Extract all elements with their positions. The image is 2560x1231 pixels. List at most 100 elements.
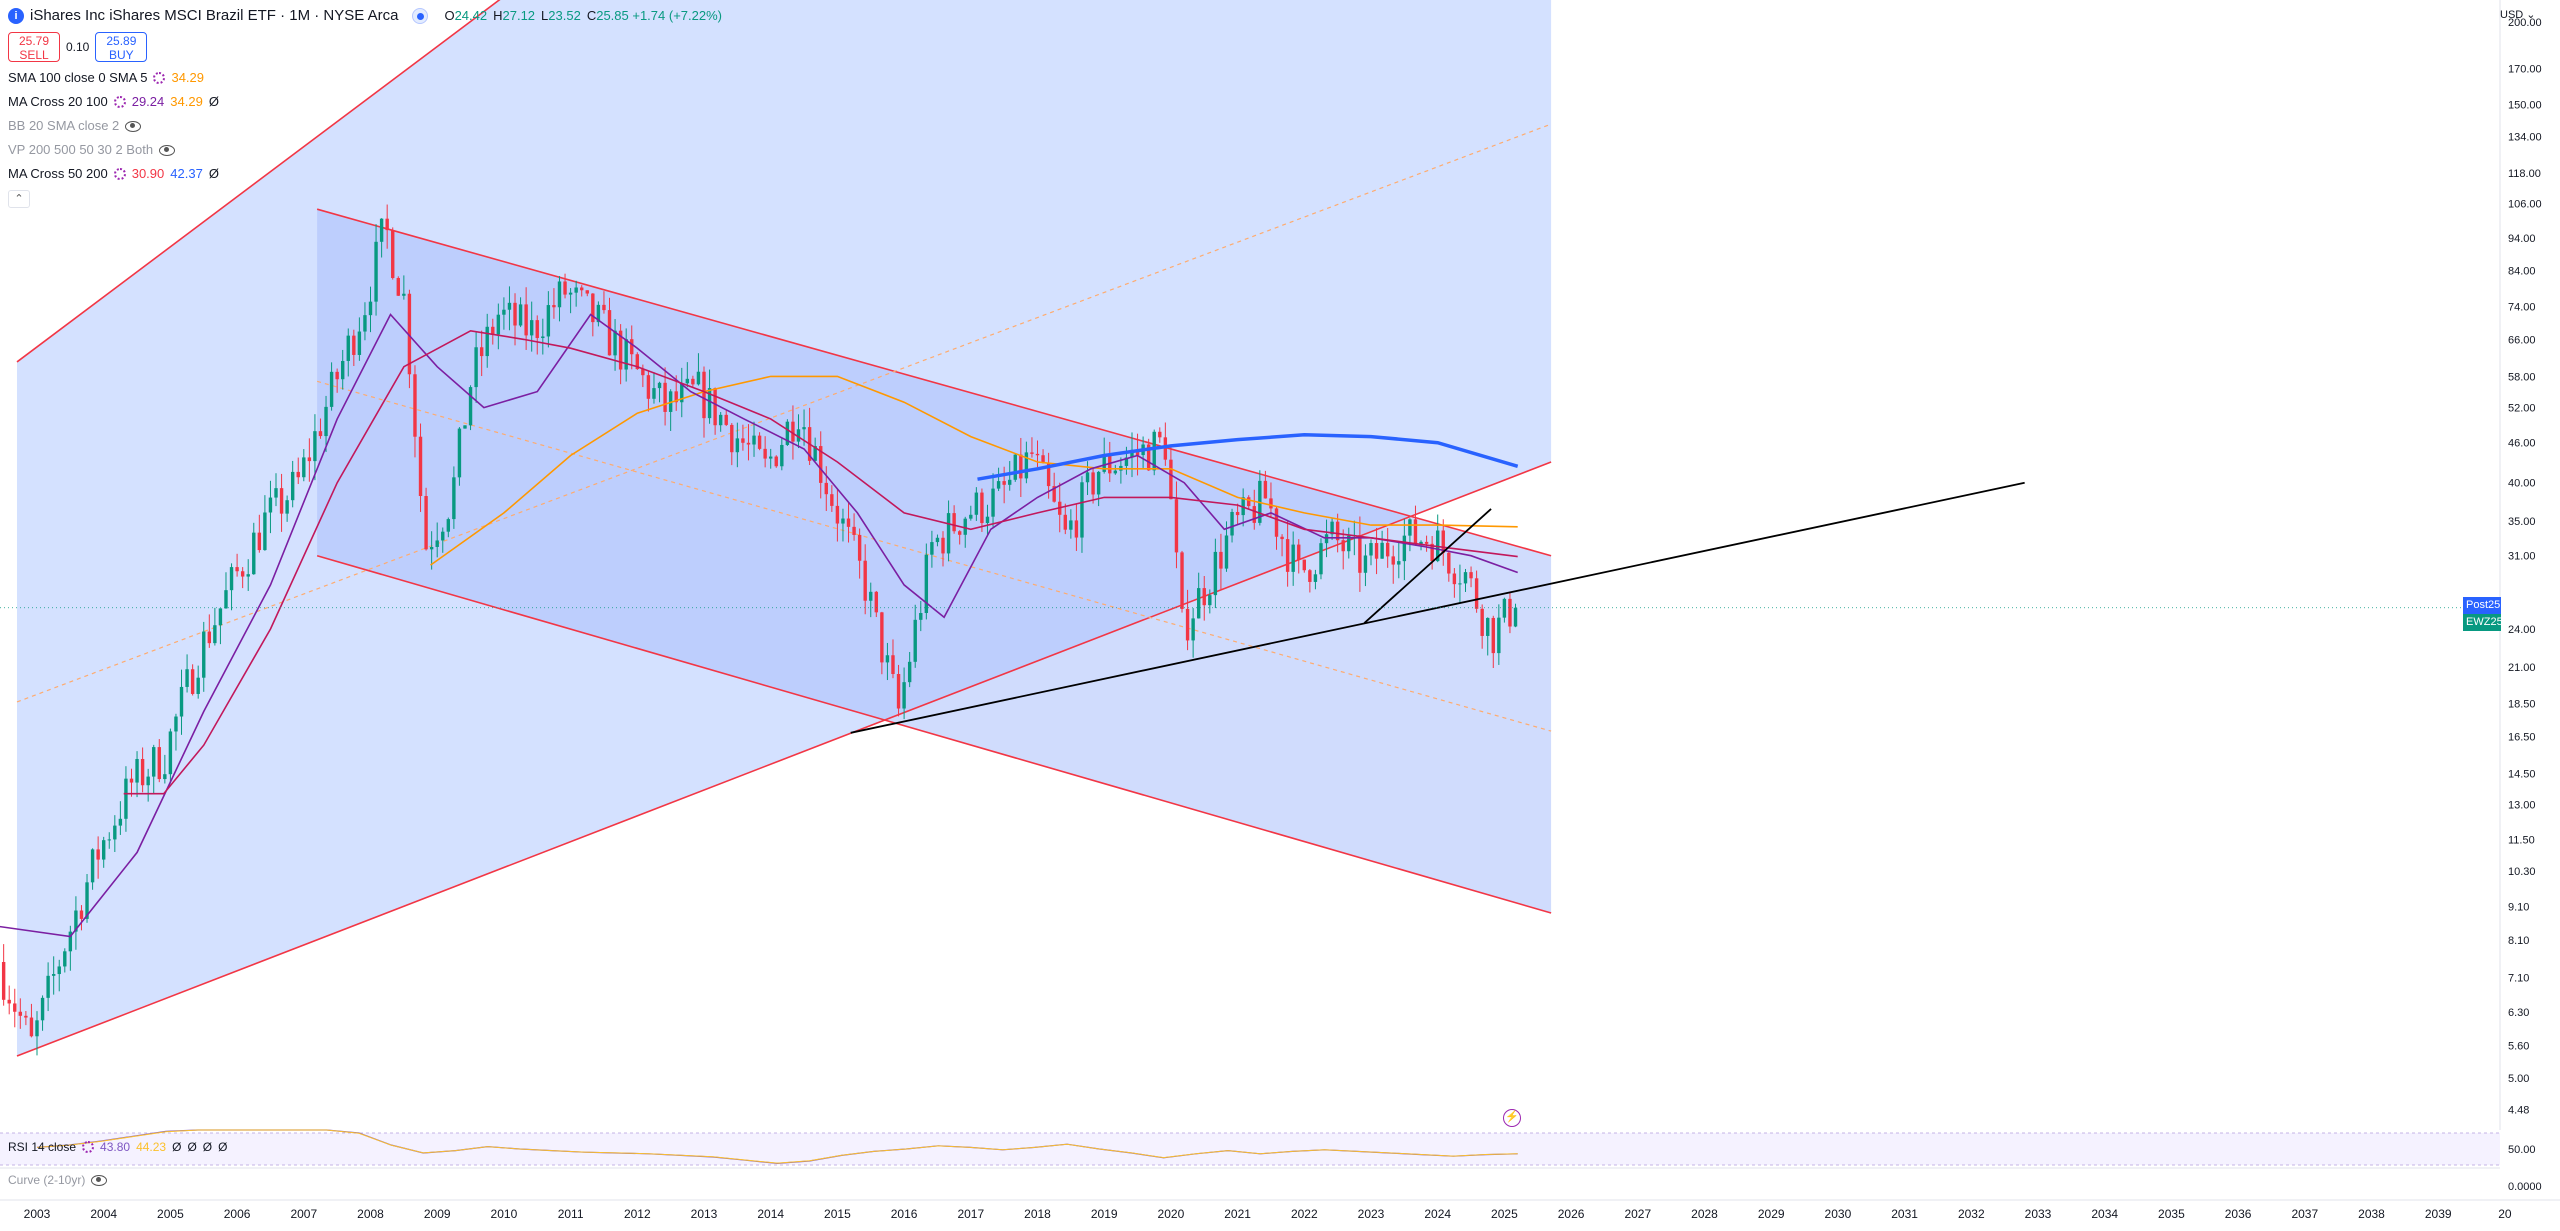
curve-title[interactable]: Curve (2-10yr) <box>8 1173 86 1187</box>
candle-body <box>1408 519 1412 536</box>
indicator-row[interactable]: MA Cross 20 100 29.24 34.29 Ø <box>8 90 728 114</box>
candle <box>1380 530 1384 559</box>
candle <box>1030 437 1034 458</box>
candle-body <box>307 457 312 462</box>
candle-body <box>1330 521 1334 535</box>
candle <box>452 466 456 529</box>
candle-body <box>1358 535 1362 573</box>
candle <box>946 500 951 562</box>
candle <box>1063 503 1067 535</box>
candle <box>568 288 573 314</box>
indicator-row[interactable]: VP 200 500 50 30 2 Both <box>8 138 728 162</box>
candle <box>1113 464 1118 475</box>
rising-channel-upper-line <box>16 0 501 363</box>
sell-price: 25.79 <box>18 34 50 48</box>
candle-body <box>1280 536 1284 540</box>
candle <box>479 330 484 377</box>
price-tick-label: 6.30 <box>2508 1007 2529 1019</box>
candle <box>685 362 690 388</box>
candle <box>913 604 917 668</box>
candle <box>1330 518 1334 540</box>
candle <box>441 527 445 553</box>
price-tag-post-value: 25.85 <box>2488 599 2516 611</box>
trendline-support-1 <box>1363 508 1492 624</box>
time-tick-label: 2027 <box>1624 1207 1651 1221</box>
candle <box>657 381 662 403</box>
time-tick-label: 2031 <box>1891 1207 1918 1221</box>
candle-body <box>424 496 428 550</box>
candle <box>1385 527 1390 568</box>
rsi-value: Ø <box>172 1140 182 1154</box>
visibility-hidden-icon[interactable] <box>125 120 142 132</box>
candle-body <box>780 444 784 467</box>
indicator-name: MA Cross 50 200 <box>8 166 108 181</box>
visibility-hidden-icon[interactable] <box>159 144 176 156</box>
candle <box>368 286 373 333</box>
buy-button[interactable]: 25.89 BUY <box>95 32 148 62</box>
candle <box>1247 495 1251 510</box>
candle <box>991 473 995 527</box>
candle-body <box>1063 514 1067 530</box>
indicator-settings-icon[interactable] <box>113 168 126 180</box>
candle-body <box>1447 552 1451 574</box>
candle <box>252 522 256 575</box>
candle-body <box>68 931 73 952</box>
indicator-value: 29.24 <box>131 94 165 109</box>
candle-body <box>557 281 562 308</box>
candle-body <box>529 320 534 336</box>
candle-body <box>841 518 845 524</box>
sell-button[interactable]: 25.79 SELL <box>8 32 60 62</box>
candle <box>1252 489 1256 530</box>
candle <box>496 303 501 350</box>
time-tick-label: 2009 <box>424 1207 451 1221</box>
candle <box>952 505 956 534</box>
symbol-logo-icon[interactable]: i <box>8 8 24 24</box>
candle <box>257 514 262 553</box>
candle <box>140 747 145 793</box>
candle-body <box>713 388 717 426</box>
price-tick-label: 13.00 <box>2508 800 2536 812</box>
candle-body <box>574 287 578 293</box>
candle-body <box>541 336 545 339</box>
candle <box>1280 534 1284 557</box>
rsi-title[interactable]: RSI 14 close <box>8 1140 77 1154</box>
indicator-settings-icon[interactable] <box>153 72 166 84</box>
chart-legend: i iShares Inc iShares MSCI Brazil ETF · … <box>8 6 728 208</box>
candle-body <box>1180 552 1184 609</box>
indicator-settings-icon[interactable] <box>113 96 126 108</box>
candle <box>724 410 728 427</box>
candle-body <box>368 301 373 316</box>
candle-body <box>691 378 695 385</box>
candle <box>385 204 389 249</box>
overlay-ma-20 <box>0 313 1518 938</box>
candle <box>846 502 851 543</box>
candle-body <box>240 571 245 577</box>
candle <box>1152 429 1156 476</box>
currency-button[interactable]: USD ⌄ <box>2500 8 2536 21</box>
market-status-icon[interactable] <box>412 8 429 24</box>
collapse-legend-button[interactable]: ⌃ <box>8 190 30 208</box>
rsi-value: Ø <box>202 1140 213 1154</box>
candle-body <box>607 310 612 356</box>
candle-body <box>346 335 350 361</box>
symbol-title[interactable]: iShares Inc iShares MSCI Brazil ETF · 1M… <box>30 7 399 24</box>
rsi-settings-icon[interactable] <box>82 1141 95 1153</box>
candle-body <box>991 488 995 517</box>
candle <box>680 367 684 418</box>
flash-icon[interactable]: ⚡ <box>1503 1109 1521 1127</box>
indicator-row[interactable]: BB 20 SMA close 2 <box>8 114 728 138</box>
indicator-row[interactable]: SMA 100 close 0 SMA 5 34.29 <box>8 66 728 90</box>
indicator-value: Ø <box>208 94 219 109</box>
indicator-row[interactable]: MA Cross 50 200 30.90 42.37 Ø <box>8 162 728 186</box>
curve-visibility-icon[interactable] <box>91 1174 108 1186</box>
candle-body <box>674 391 678 403</box>
candle <box>769 448 773 469</box>
candle <box>491 318 495 345</box>
candle-body <box>724 414 728 425</box>
candle <box>1235 503 1240 525</box>
candle-body <box>741 438 745 443</box>
candle-body <box>46 975 50 998</box>
price-tick-label: 40.00 <box>2508 478 2536 490</box>
candle-body <box>435 540 439 547</box>
